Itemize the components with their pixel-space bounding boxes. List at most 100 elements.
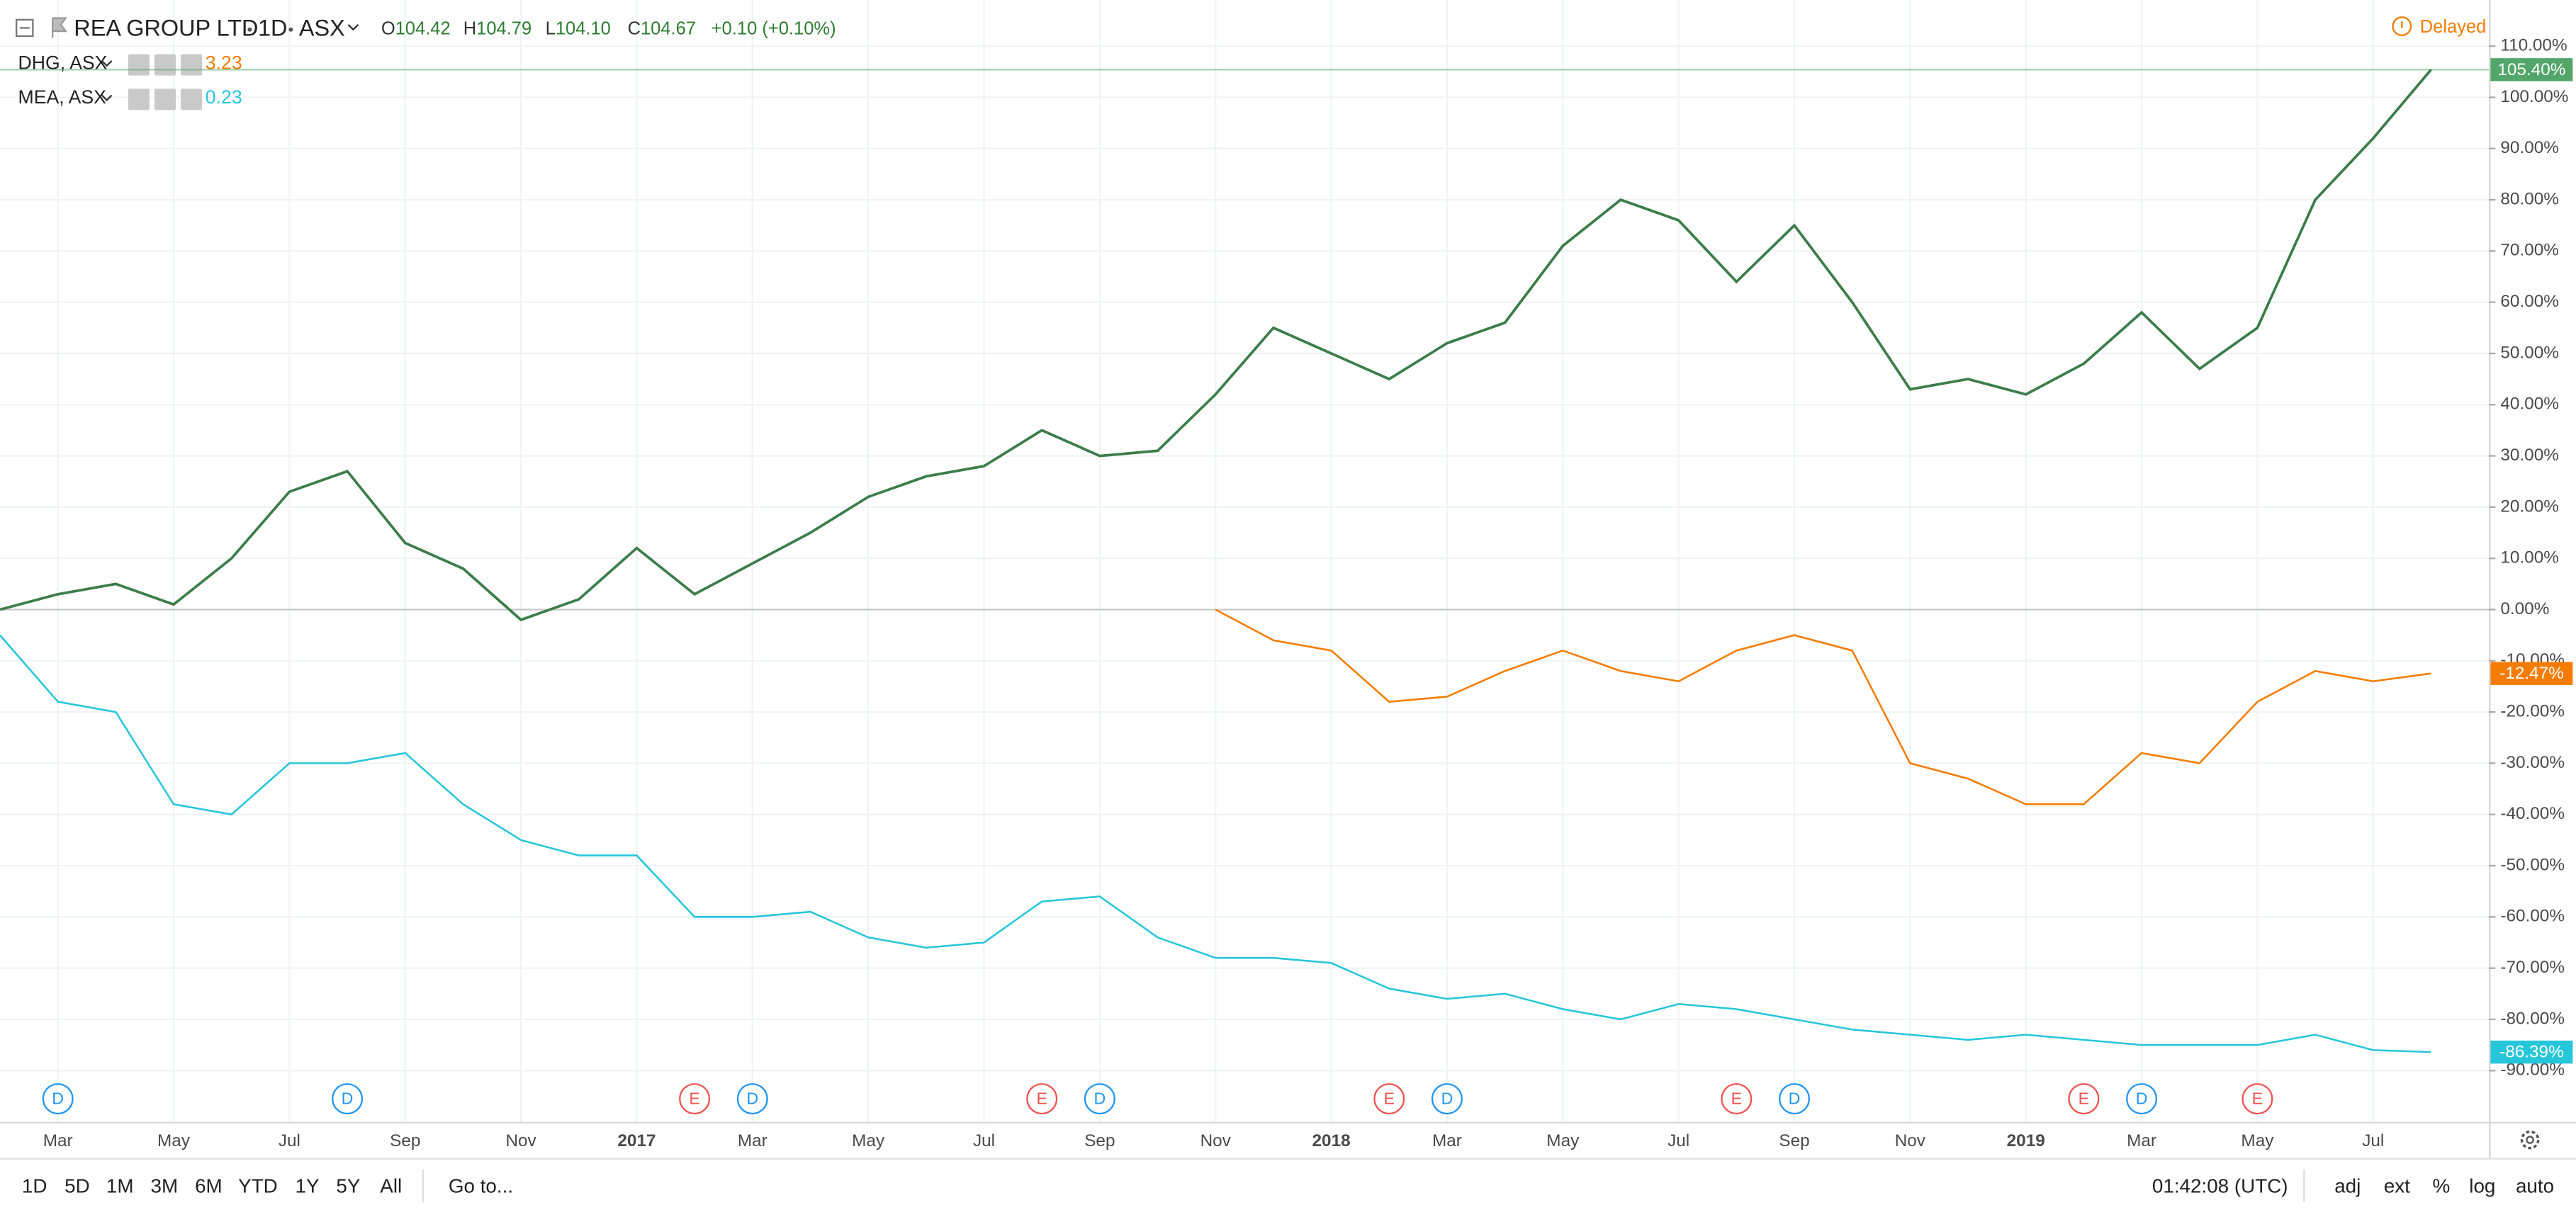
plot bbox=[0, 69, 2490, 1053]
ohlc-item: H104.79 bbox=[463, 18, 531, 38]
x-tick-label: Mar bbox=[43, 1131, 73, 1150]
legend-icon[interactable] bbox=[128, 89, 150, 111]
event-label: E bbox=[2252, 1089, 2263, 1107]
range-button[interactable]: 3M bbox=[151, 1175, 179, 1197]
event-marker[interactable] bbox=[42, 1083, 74, 1115]
y-tick-label: -20.00% bbox=[2500, 702, 2565, 721]
legend-icon[interactable] bbox=[181, 89, 203, 111]
last-value-label: 105.40% bbox=[2497, 60, 2565, 79]
event-label: E bbox=[1384, 1089, 1395, 1107]
event-marker[interactable] bbox=[1431, 1083, 1463, 1115]
y-tick-label: 30.00% bbox=[2500, 446, 2559, 465]
last-value-box bbox=[2490, 662, 2573, 685]
legend-icon[interactable] bbox=[128, 54, 150, 76]
event-marker[interactable] bbox=[1084, 1083, 1115, 1115]
event-label: D bbox=[342, 1089, 354, 1107]
collapse-icon[interactable] bbox=[16, 18, 34, 38]
separator bbox=[288, 27, 293, 32]
legend-icon[interactable] bbox=[154, 89, 176, 111]
event-label: E bbox=[2079, 1089, 2089, 1107]
event-label: D bbox=[1094, 1089, 1106, 1107]
event-marker[interactable] bbox=[2242, 1083, 2273, 1115]
x-tick-label: Nov bbox=[1895, 1131, 1926, 1150]
last-value-label: -86.39% bbox=[2499, 1043, 2564, 1062]
x-tick-label: Nov bbox=[1200, 1131, 1232, 1150]
series-line bbox=[0, 634, 2431, 1053]
event-marker[interactable] bbox=[1721, 1083, 1753, 1115]
y-tick-label: 110.00% bbox=[2500, 35, 2567, 55]
event-label: D bbox=[1441, 1089, 1453, 1107]
y-tick-label: 0.00% bbox=[2500, 599, 2549, 618]
y-tick-label: 60.00% bbox=[2500, 292, 2559, 311]
event-label: D bbox=[52, 1089, 64, 1107]
last-value-label: -12.47% bbox=[2499, 664, 2564, 683]
event-marker[interactable] bbox=[1026, 1083, 1058, 1115]
x-tick-label: May bbox=[852, 1131, 885, 1150]
event-label: E bbox=[1731, 1089, 1742, 1107]
separator bbox=[247, 27, 252, 32]
ohlc: O104.42 H104.79 L104.10 C104.67 +0.10 (+0.10… bbox=[381, 18, 836, 38]
ohlc-item: C104.67 bbox=[628, 18, 696, 38]
legend-name: MEA, ASX bbox=[18, 86, 107, 108]
legend-icon[interactable] bbox=[154, 54, 176, 76]
delayed-icon bbox=[2392, 16, 2412, 37]
x-tick-label: 2019 bbox=[2007, 1131, 2045, 1150]
event-label: E bbox=[689, 1089, 699, 1107]
scale-option[interactable]: % bbox=[2433, 1175, 2451, 1197]
chevron[interactable] bbox=[101, 60, 113, 67]
x-tick-label: Sep bbox=[1779, 1131, 1809, 1150]
interval: 1D bbox=[258, 15, 287, 40]
range-button[interactable]: 5Y bbox=[336, 1175, 360, 1197]
x-tick-label: Sep bbox=[1084, 1131, 1115, 1150]
x-tick-label: Mar bbox=[1432, 1131, 1462, 1150]
ohlc-item: L104.10 bbox=[546, 18, 611, 38]
scale-option[interactable]: auto bbox=[2516, 1175, 2554, 1197]
event-marker[interactable] bbox=[1373, 1083, 1405, 1115]
scale-option[interactable]: adj bbox=[2334, 1175, 2361, 1197]
settings-icon bbox=[2526, 1136, 2534, 1144]
y-tick-label: 70.00% bbox=[2500, 241, 2559, 260]
range-button[interactable]: 5D bbox=[64, 1175, 90, 1197]
last-value-box bbox=[2490, 58, 2573, 81]
x-tick-label: Jul bbox=[973, 1131, 995, 1150]
x-tick-label: Sep bbox=[390, 1131, 420, 1150]
x-tick-label: Nov bbox=[505, 1131, 536, 1150]
event-marker[interactable] bbox=[2068, 1083, 2100, 1115]
goto-button[interactable]: Go to... bbox=[449, 1175, 513, 1197]
y-tick-label: -50.00% bbox=[2500, 855, 2565, 874]
range-button[interactable]: 6M bbox=[195, 1175, 223, 1197]
clock: 01:42:08 (UTC) bbox=[2152, 1175, 2288, 1197]
ohlc-label: L bbox=[546, 18, 556, 38]
range-button[interactable]: YTD bbox=[238, 1175, 278, 1197]
event-marker[interactable] bbox=[1778, 1083, 1811, 1115]
x-tick-label: 2018 bbox=[1312, 1131, 1351, 1150]
range-button[interactable]: 1Y bbox=[295, 1175, 319, 1197]
legend-icon[interactable] bbox=[181, 54, 203, 76]
y-tick-label: -70.00% bbox=[2500, 958, 2565, 977]
ohlc-value: 104.42 bbox=[395, 18, 451, 38]
settings-icon[interactable] bbox=[2520, 1130, 2540, 1150]
event-marker[interactable] bbox=[2126, 1083, 2158, 1115]
scale-option[interactable]: ext bbox=[2384, 1175, 2410, 1197]
ohlc-label: H bbox=[463, 18, 476, 38]
range-button[interactable]: All bbox=[380, 1175, 402, 1197]
scale-option[interactable]: log bbox=[2469, 1175, 2495, 1197]
event-marker[interactable] bbox=[736, 1083, 768, 1115]
y-tick-label: 20.00% bbox=[2500, 497, 2559, 516]
range-button[interactable]: 1M bbox=[106, 1175, 134, 1197]
event-label: D bbox=[1789, 1089, 1801, 1107]
symbol-title: REA GROUP LTD bbox=[74, 15, 258, 40]
series-line bbox=[1215, 609, 2431, 805]
ohlc-value: 104.67 bbox=[641, 18, 696, 38]
event-marker[interactable] bbox=[679, 1083, 711, 1115]
chevron[interactable] bbox=[101, 94, 113, 102]
event-label: D bbox=[2136, 1089, 2148, 1107]
event-marker[interactable] bbox=[332, 1083, 364, 1115]
chevron[interactable] bbox=[347, 23, 359, 31]
grid bbox=[0, 0, 2490, 1122]
range-button[interactable]: 1D bbox=[22, 1175, 47, 1197]
y-tick-label: 90.00% bbox=[2500, 138, 2559, 157]
